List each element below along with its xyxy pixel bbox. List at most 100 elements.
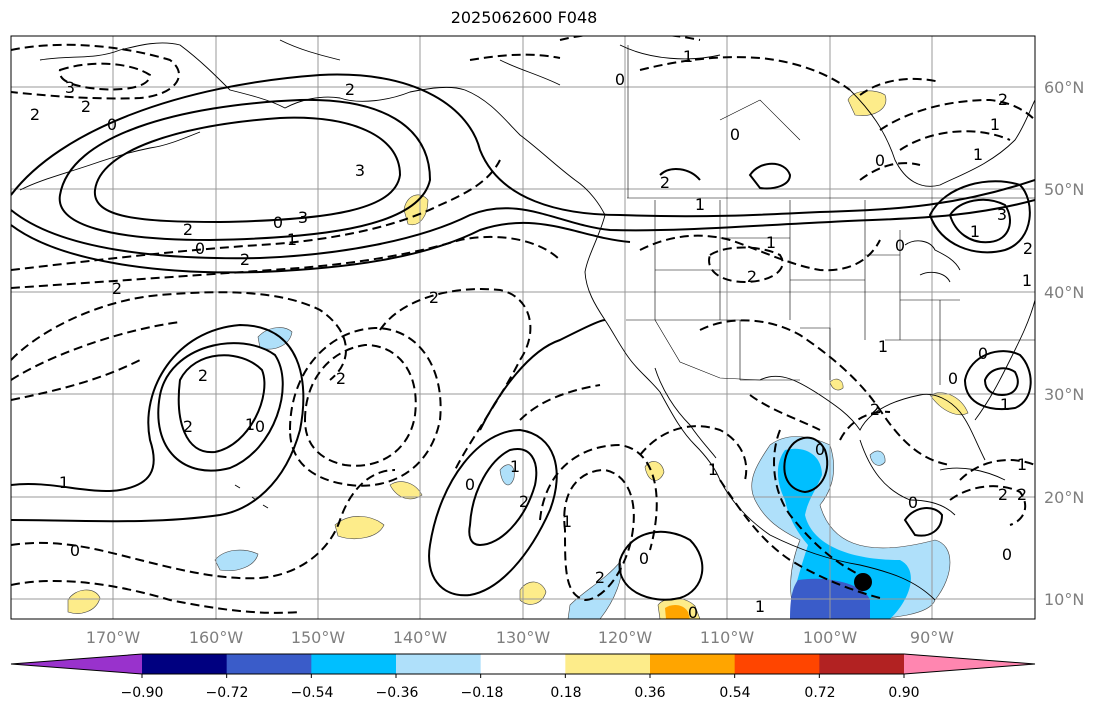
contour-label: 3 [997, 205, 1007, 224]
contour-label: 3 [355, 161, 365, 180]
lon-tick-label: 160°W [189, 628, 244, 647]
negative-anomaly-small-2 [214, 549, 259, 571]
contour-label: 0 [639, 549, 649, 568]
north-islands [279, 39, 721, 86]
contour-label: 1 [287, 230, 297, 249]
colorbar-swatch [142, 654, 228, 674]
contour-label: 1 [59, 473, 69, 492]
contour-label: 0 [255, 417, 265, 436]
contour-label: 2 [183, 417, 193, 436]
lat-tick-label: 30°N [1044, 385, 1084, 404]
gulf-coast [759, 375, 986, 461]
positive-anomaly-1 [847, 90, 887, 116]
contour-label: 0 [875, 151, 885, 170]
contour-label: 2 [595, 568, 605, 587]
aleutians [19, 131, 201, 191]
mexico-coast [719, 479, 936, 601]
lon-tick-label: 130°W [496, 628, 551, 647]
colorbar-extend-high [904, 654, 1035, 674]
contour-label: 0 [978, 344, 988, 363]
shaded-regions [67, 90, 969, 619]
lat-tick-label: 40°N [1044, 283, 1084, 302]
contour-label: 2 [998, 90, 1008, 109]
colorbar-tick-label: −0.18 [461, 685, 504, 701]
colorbar-swatch [734, 654, 820, 674]
positive-anomaly-10 [665, 604, 690, 619]
contour-label: 1 [1017, 455, 1027, 474]
contour-label: 0 [107, 115, 117, 134]
solid-contours [11, 73, 1035, 601]
colorbar-tick-label: −0.72 [206, 685, 249, 701]
colorbar-swatch [226, 654, 312, 674]
colorbar-swatches [10, 653, 1036, 675]
colorbar-swatch [396, 654, 482, 674]
contour-label: 0 [195, 239, 205, 258]
contour-label: 0 [908, 493, 918, 512]
contour-label: 1 [990, 115, 1000, 134]
contour-label: 1 [510, 457, 520, 476]
contour-label: 1 [766, 233, 776, 252]
contour-label: 0 [70, 541, 80, 560]
lon-tick-label: 140°W [393, 628, 448, 647]
yucatan [859, 439, 956, 516]
dashed-contours [11, 36, 1035, 614]
contour-label: 1 [973, 145, 983, 164]
lon-tick-label: 120°W [598, 628, 653, 647]
colorbar-tick-label: 0.90 [888, 685, 919, 701]
positive-anomaly-7 [929, 392, 969, 415]
colorbar-swatch [311, 654, 397, 674]
contour-label: 2 [240, 250, 250, 269]
contour-label: 1 [708, 460, 718, 479]
colorbar-swatch [565, 654, 651, 674]
contour-label: 0 [948, 369, 958, 388]
alaska-coast [39, 42, 606, 216]
contour-label: 2 [519, 492, 529, 511]
contour-label: 2 [870, 400, 880, 419]
colorbar-tick-label: 0.54 [719, 685, 750, 701]
contour-label: 2 [747, 267, 757, 286]
contour-label: 2 [81, 97, 91, 116]
colorbar-swatch [650, 654, 736, 674]
contour-label: 0 [895, 236, 905, 255]
contour-label: 2 [998, 485, 1008, 504]
storm-marker [854, 573, 872, 591]
colorbar-tick-label: 0.72 [804, 685, 835, 701]
contour-label: 0 [273, 213, 283, 232]
lon-tick-label: 170°W [86, 628, 141, 647]
contour-label: 0 [465, 475, 475, 494]
coastlines [19, 39, 1035, 601]
contour-label: 2 [1017, 485, 1027, 504]
positive-anomaly-4 [389, 481, 423, 500]
lat-tick-label: 60°N [1044, 78, 1084, 97]
positive-anomaly-11 [829, 378, 844, 391]
map-title: 2025062600 F048 [450, 8, 598, 27]
contour-label: 0 [730, 125, 740, 144]
contour-label: 0 [1002, 545, 1012, 564]
contour-label: 1 [245, 415, 255, 434]
lon-tick-label: 110°W [700, 628, 755, 647]
gridlines [11, 36, 1035, 619]
positive-anomaly-3 [334, 516, 385, 539]
colorbar-tick-label: −0.36 [376, 685, 419, 701]
contour-label: 2 [336, 369, 346, 388]
lat-tick-label: 10°N [1044, 590, 1084, 609]
colorbar-tick-label: −0.90 [121, 685, 164, 701]
colorbar-tick-label: −0.54 [291, 685, 334, 701]
contour-label: 1 [970, 222, 980, 241]
colorbar: −0.90 −0.72 −0.54 −0.36 −0.18 0.18 0.36 … [10, 653, 1036, 701]
map-frame [10, 35, 1036, 620]
west-coast [584, 214, 721, 481]
contour-label: 0 [688, 603, 698, 622]
contour-label: 2 [30, 105, 40, 124]
contour-label: 1 [1022, 271, 1032, 290]
lat-tick-label: 20°N [1044, 488, 1084, 507]
contour-label: 2 [660, 173, 670, 192]
contour-label: 2 [429, 288, 439, 307]
contour-label: 1 [683, 47, 693, 66]
contour-label: 0 [615, 70, 625, 89]
contour-label: 2 [183, 220, 193, 239]
contour-label: 1 [1000, 395, 1010, 414]
lon-tick-label: 100°W [803, 628, 858, 647]
contour-label: 0 [815, 440, 825, 459]
